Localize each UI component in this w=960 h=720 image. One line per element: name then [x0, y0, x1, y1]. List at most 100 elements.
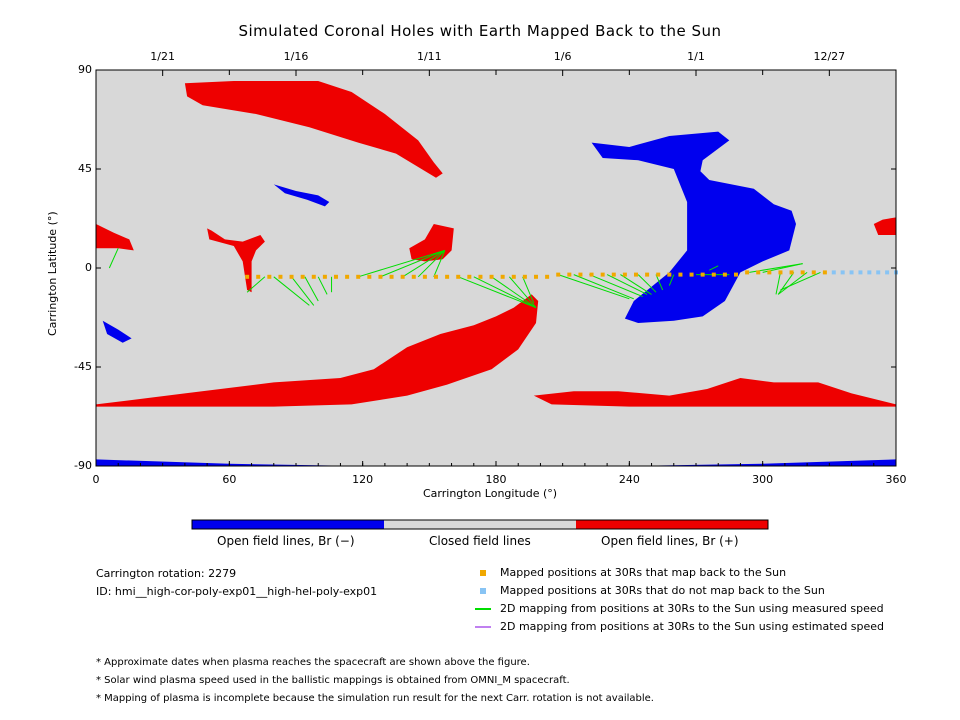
map-back-point [656, 272, 661, 277]
date-tick-label: 1/11 [416, 50, 442, 63]
map-back-point [445, 274, 450, 279]
map-back-point [745, 270, 750, 275]
map-back-point [700, 272, 705, 277]
map-back-point [500, 274, 505, 279]
legend-marker-square [480, 588, 486, 594]
region-positive-8 [96, 294, 539, 407]
y-tick-label: 90 [78, 63, 92, 76]
map-back-point [367, 274, 372, 279]
map-back-point [634, 272, 638, 277]
x-axis-label: Carrington Longitude (°) [423, 487, 558, 500]
x-tick-label: 360 [885, 473, 907, 486]
measured-mapping-line [777, 272, 795, 295]
y-tick-label: -45 [74, 360, 92, 373]
region-positive-7 [873, 217, 896, 235]
measured-mapping-line [246, 276, 266, 293]
region-positive-4 [96, 224, 134, 251]
map-back-point [534, 274, 538, 279]
map-back-point [678, 272, 683, 277]
map-back-point [489, 274, 494, 279]
no-map-point [858, 270, 863, 275]
measured-mapping-line [709, 265, 719, 271]
map-back-point [734, 272, 738, 277]
legend-label-unmapped: Mapped positions at 30Rs that do not map… [500, 584, 825, 597]
measured-mapping-line [558, 274, 630, 300]
measured-mapping-line [291, 276, 315, 306]
map-back-point [434, 274, 438, 279]
map-back-point [789, 270, 794, 275]
coronal-hole-regions [96, 81, 896, 466]
map-back-point [400, 274, 405, 279]
measured-mapping-line [780, 271, 821, 291]
colorbar-label-positive: Open field lines, Br (+) [601, 534, 739, 548]
no-map-point [831, 270, 836, 275]
region-positive-9 [533, 378, 896, 407]
carrington-rotation: Carrington rotation: 2279 [96, 567, 237, 580]
map-back-point [767, 270, 772, 275]
map-back-point [600, 272, 605, 277]
map-back-point [811, 270, 816, 275]
map-back-point [411, 274, 416, 279]
run-id: ID: hmi__high-cor-poly-exp01__high-hel-p… [96, 585, 378, 598]
x-tick-label: 300 [752, 473, 774, 486]
map-back-point [545, 274, 550, 279]
legend-label-estimated: 2D mapping from positions at 30Rs to the… [500, 620, 885, 633]
x-tick-label: 60 [222, 473, 237, 486]
y-tick-label: 0 [85, 261, 92, 274]
x-tick-label: 180 [485, 473, 507, 486]
measured-mapping-line [273, 276, 310, 306]
map-back-point [689, 272, 694, 277]
map-back-point [511, 274, 516, 279]
legend-marker-square [480, 570, 486, 576]
measured-mapping-line [637, 274, 657, 293]
map-back-point [256, 274, 261, 279]
map-back-point [667, 272, 672, 277]
date-tick-label: 1/6 [553, 50, 572, 63]
map-back-point [711, 272, 716, 277]
measured-mapping-line [668, 274, 675, 286]
date-tick-label: 1/21 [150, 50, 175, 63]
y-axis-label: Carrington Latitude (°) [46, 211, 59, 336]
no-map-point [876, 270, 881, 275]
y-tick-label: 45 [78, 162, 92, 175]
x-tick-label: 0 [92, 473, 100, 486]
colorbar [191, 519, 769, 530]
axis-ticks [95, 69, 897, 467]
measured-mapping-line [317, 276, 328, 295]
no-map-point [867, 270, 872, 275]
region-positive-0 [184, 81, 443, 178]
map-back-point [778, 270, 783, 275]
measured-mapping-line [108, 247, 119, 269]
measured-mapping-line [304, 276, 319, 302]
map-back-point [322, 274, 327, 279]
date-tick-label: 1/1 [687, 50, 705, 63]
measured-mapping-line [458, 276, 537, 309]
colorbar-segment [384, 520, 576, 529]
map-back-point [334, 274, 338, 279]
note-dates: * Approximate dates when plasma reaches … [96, 657, 530, 668]
legend-label-measured: 2D mapping from positions at 30Rs to the… [500, 602, 884, 615]
colorbar-label-closed: Closed field lines [429, 534, 531, 548]
y-tick-label: -90 [74, 459, 92, 472]
map-back-point [345, 274, 350, 279]
no-map-point [849, 270, 854, 275]
measured-mapping-line [589, 274, 643, 298]
map-back-point [578, 272, 583, 277]
map-back-point [456, 274, 461, 279]
map-back-point [267, 274, 272, 279]
map-back-point [478, 274, 483, 279]
mapped-points [245, 270, 898, 279]
region-negative-10 [96, 459, 896, 466]
measured-mapping-line [402, 249, 446, 278]
map-back-point [622, 272, 627, 277]
measured-mapping-line [777, 272, 808, 295]
measured-mapping-line [573, 274, 634, 300]
map-back-point [245, 274, 250, 279]
measured-mapping-line [775, 272, 781, 295]
note-speed: * Solar wind plasma speed used in the ba… [96, 675, 570, 686]
map-back-point [567, 272, 572, 277]
measured-mapping-line [606, 274, 648, 295]
measured-mapping-line [417, 250, 446, 278]
map-back-point [722, 272, 727, 277]
